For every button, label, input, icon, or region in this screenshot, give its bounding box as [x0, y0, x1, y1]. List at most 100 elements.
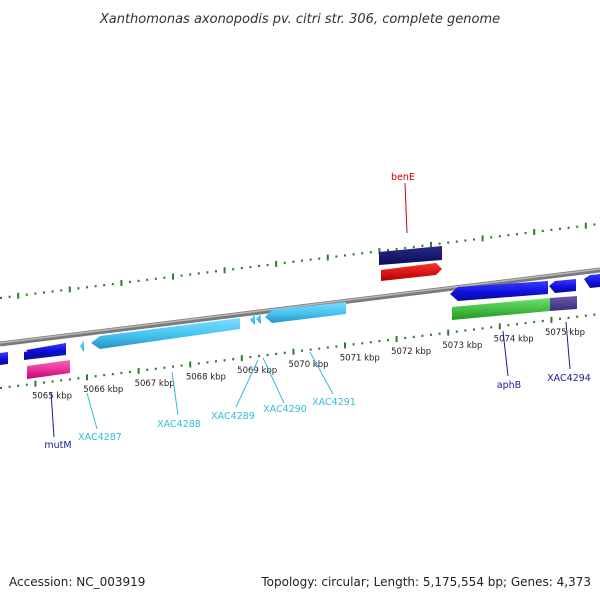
outer-minor-tick	[25, 293, 28, 296]
outer-minor-tick	[559, 227, 561, 230]
inner-minor-tick	[77, 377, 80, 380]
outer-major-tick	[584, 222, 587, 229]
outer-major-tick	[275, 260, 278, 267]
inner-minor-tick	[490, 326, 493, 329]
outer-minor-tick	[249, 266, 252, 269]
page-title: Xanthomonas axonopodis pv. citri str. 30…	[99, 12, 500, 27]
inner-minor-tick	[507, 324, 510, 327]
outer-minor-tick	[516, 233, 518, 236]
outer-major-tick	[172, 273, 174, 280]
inner-minor-tick	[172, 365, 174, 368]
inner-minor-tick	[60, 379, 63, 382]
inner-minor-tick	[223, 359, 226, 362]
outer-minor-tick	[292, 260, 295, 263]
inner-minor-tick	[25, 383, 28, 386]
outer-minor-tick	[318, 257, 321, 260]
outer-major-tick	[223, 267, 226, 274]
outer-minor-tick	[283, 261, 286, 264]
inner-minor-tick	[567, 316, 570, 319]
gene-arrow-XAC4291[interactable]	[265, 302, 346, 323]
gene-box-purple[interactable]	[550, 296, 577, 311]
outer-minor-tick	[129, 280, 131, 283]
gene-arrow-benE[interactable]	[381, 263, 442, 281]
gene-label-XAC4287[interactable]: XAC4287	[78, 432, 122, 443]
gene-arrow-blue-edge[interactable]	[584, 274, 600, 288]
outer-minor-tick	[344, 254, 346, 257]
inner-major-tick	[137, 367, 140, 374]
gene-label-XAC4294[interactable]: XAC4294	[547, 373, 591, 384]
outer-minor-tick	[498, 235, 501, 238]
outer-minor-tick	[94, 285, 97, 288]
outer-minor-tick	[111, 283, 114, 286]
scale-label: 5066 kbp	[83, 385, 123, 395]
outer-minor-tick	[352, 253, 355, 256]
inner-minor-tick	[352, 343, 355, 346]
gene-label-aphB[interactable]: aphB	[497, 380, 521, 391]
gene-box-green[interactable]	[452, 298, 550, 320]
inner-minor-tick	[180, 364, 183, 367]
outer-minor-tick	[77, 287, 80, 290]
outer-minor-tick	[309, 258, 312, 261]
inner-minor-tick	[369, 341, 372, 344]
outer-minor-tick	[412, 245, 415, 248]
inner-minor-tick	[593, 313, 596, 316]
outer-minor-tick	[473, 238, 475, 241]
outer-minor-tick	[0, 296, 2, 299]
gene-box-benE-navy[interactable]	[379, 246, 442, 265]
gene-label-benE[interactable]: benE	[391, 172, 415, 183]
inner-minor-tick	[232, 358, 235, 361]
gene-label-XAC4288[interactable]: XAC4288	[157, 419, 201, 430]
outer-minor-tick	[51, 290, 54, 293]
outer-major-tick	[378, 248, 381, 255]
gene-arrow-XAC4290[interactable]	[256, 313, 261, 324]
gene-label-XAC4289[interactable]: XAC4289	[211, 411, 255, 422]
inner-minor-tick	[378, 340, 381, 343]
inner-minor-tick	[541, 319, 544, 323]
inner-minor-tick	[206, 361, 209, 364]
inner-minor-tick	[473, 328, 475, 331]
outer-tick-ring	[0, 222, 596, 299]
inner-minor-tick	[51, 380, 54, 383]
inner-minor-tick	[438, 332, 441, 335]
gene-arrow-XAC4289[interactable]	[250, 314, 255, 325]
outer-minor-tick	[541, 229, 544, 233]
inner-tick-ring	[0, 313, 596, 389]
gene-label-XAC4290[interactable]: XAC4290	[263, 404, 307, 415]
outer-minor-tick	[146, 278, 149, 281]
outer-minor-tick	[395, 247, 398, 251]
gene-arrow-mutM-strand[interactable]	[26, 343, 66, 356]
gene-arrow-XAC4287[interactable]	[91, 318, 240, 349]
inner-minor-tick	[154, 367, 157, 370]
inner-minor-tick	[404, 336, 407, 340]
outer-minor-tick	[163, 276, 166, 279]
outer-minor-tick	[258, 264, 260, 268]
outer-major-tick	[326, 254, 329, 261]
inner-minor-tick	[387, 339, 389, 342]
outer-minor-tick	[490, 236, 493, 239]
inner-minor-tick	[43, 381, 45, 384]
inner-major-tick	[189, 361, 192, 368]
inner-minor-tick	[266, 353, 269, 357]
gene-arrow-blue[interactable]	[0, 352, 8, 365]
outer-minor-tick	[567, 226, 570, 229]
outer-minor-tick	[361, 252, 364, 255]
inner-minor-tick	[301, 349, 303, 352]
inner-major-tick	[498, 323, 501, 330]
gene-arrow-cyan-small[interactable]	[80, 340, 84, 352]
outer-minor-tick	[180, 274, 183, 277]
inner-minor-tick	[361, 342, 364, 345]
outer-minor-tick	[438, 242, 441, 245]
outer-minor-tick	[404, 246, 407, 250]
gene-label-mutM[interactable]: mutM	[44, 440, 71, 451]
gene-label-XAC4291[interactable]: XAC4291	[312, 397, 356, 408]
outer-minor-tick	[524, 232, 527, 235]
outer-minor-tick	[34, 292, 37, 295]
inner-minor-tick	[8, 385, 11, 388]
genome-backbone-highlight	[0, 268, 600, 344]
scale-label: 5075 kbp	[545, 328, 585, 338]
gene-arrow-aphB[interactable]	[450, 281, 548, 301]
gene-box-pink[interactable]	[27, 360, 70, 379]
gene-arrow-blue-right[interactable]	[549, 279, 576, 293]
inner-major-tick	[550, 316, 553, 323]
inner-minor-tick	[335, 345, 338, 348]
